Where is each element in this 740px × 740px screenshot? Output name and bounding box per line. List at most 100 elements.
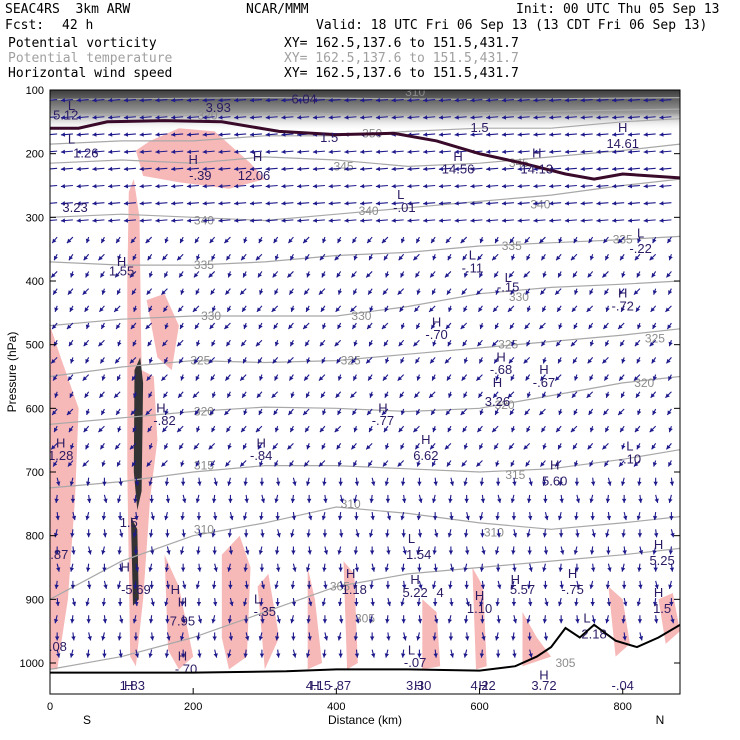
wind-arrowhead: [438, 201, 444, 206]
wind-arrowhead: [401, 498, 407, 503]
pv-extremum-label: L: [637, 225, 644, 240]
wind-arrowhead: [177, 341, 182, 347]
wind-arrowhead: [510, 461, 515, 467]
wind-arrowhead: [495, 462, 500, 467]
wind-arrowhead: [338, 653, 343, 658]
wind-arrowhead: [479, 567, 485, 572]
wind-arrowhead: [496, 619, 501, 624]
wind-arrowhead: [52, 324, 57, 330]
pv-extremum-label: -.70: [175, 661, 197, 676]
wind-arrowhead: [479, 272, 484, 278]
org-label: NCAR/MMM: [246, 2, 309, 17]
wind-arrowhead: [479, 444, 484, 450]
wind-arrowhead: [210, 290, 215, 295]
wind-arrowhead: [195, 290, 200, 295]
wind-arrowhead: [670, 618, 675, 624]
wind-arrowhead: [83, 427, 88, 433]
wind-arrowhead: [318, 290, 324, 295]
wind-arrowhead: [543, 584, 548, 589]
wind-arrowhead: [180, 462, 185, 467]
wind-arrowhead: [225, 290, 230, 295]
wind-arrowhead: [603, 238, 608, 244]
wind-arrowhead: [71, 550, 76, 555]
wind-arrowhead: [164, 272, 169, 278]
wind-arrowhead: [495, 515, 500, 521]
wind-arrowhead: [620, 341, 625, 347]
isentrope-label: 330: [201, 309, 221, 323]
wind-arrowhead: [375, 98, 381, 103]
wind-arrowhead: [511, 550, 516, 555]
wind-arrowhead: [76, 132, 81, 137]
wind-arrowhead: [304, 376, 309, 381]
wind-arrowhead: [171, 149, 176, 154]
wind-arrowhead: [303, 324, 308, 330]
wind-arrowhead: [147, 341, 152, 347]
pv-extremum-label: 5.22: [402, 585, 427, 600]
wind-arrowhead: [659, 149, 664, 154]
wind-arrowhead: [369, 498, 374, 503]
wind-arrowhead: [146, 376, 151, 381]
wind-arrowhead: [512, 618, 518, 624]
wind-arrowhead: [448, 498, 453, 503]
wind-arrowhead: [385, 584, 391, 589]
wind-arrowhead: [353, 427, 358, 433]
wind-arrowhead: [249, 98, 255, 103]
wind-arrowhead: [305, 567, 311, 572]
wind-arrowhead: [495, 290, 500, 295]
wind-arrowhead: [385, 498, 391, 503]
wind-arrowhead: [210, 461, 215, 467]
wind-arrowhead: [382, 462, 388, 467]
wind-arrowhead: [256, 393, 262, 398]
wind-arrowhead: [69, 481, 75, 486]
wind-arrowhead: [291, 636, 296, 641]
wind-arrowhead: [101, 462, 106, 467]
wind-arrowhead: [587, 272, 592, 278]
wind-arrowhead: [229, 601, 234, 607]
pv-extremum-label: H: [421, 432, 430, 447]
wind-arrowhead: [634, 341, 640, 347]
wind-arrowhead: [117, 636, 122, 641]
wind-arrowhead: [256, 307, 262, 312]
wind-arrowhead: [312, 149, 318, 154]
wind-arrowhead: [590, 567, 596, 572]
wind-arrowhead: [573, 238, 578, 244]
wind-vector: [50, 133, 58, 136]
wind-arrowhead: [449, 653, 455, 658]
wind-arrowhead: [383, 427, 388, 433]
wind-arrowhead: [517, 115, 522, 120]
wind-arrowhead: [668, 290, 673, 295]
wind-arrowhead: [620, 567, 626, 572]
pv-extremum-label: H: [253, 149, 262, 164]
wind-arrowhead: [297, 218, 302, 223]
wind-arrowhead: [99, 307, 104, 312]
pv-extremum-label: H: [539, 668, 548, 683]
wind-arrowhead: [464, 584, 469, 589]
pv-extremum-label: 3.93: [206, 100, 231, 115]
pv-region: [658, 593, 680, 644]
wind-arrowhead: [177, 255, 182, 261]
wind-arrowhead: [384, 567, 390, 572]
wind-arrowhead: [413, 341, 418, 347]
wind-arrowhead: [288, 238, 293, 244]
wind-arrowhead: [258, 410, 263, 415]
wind-arrowhead: [292, 567, 297, 572]
wind-arrowhead: [148, 619, 154, 624]
wind-arrowhead: [148, 358, 154, 364]
pv-extremum-label: H: [496, 349, 505, 364]
wind-arrowhead: [291, 550, 296, 555]
pv-extremum-label: L: [626, 439, 633, 454]
wind-arrowhead: [481, 636, 486, 641]
wind-arrowhead: [375, 149, 381, 154]
wind-arrowhead: [328, 201, 333, 206]
wind-arrowhead: [633, 376, 639, 381]
y-tick-label: 600: [26, 403, 44, 415]
wind-arrowhead: [287, 273, 292, 278]
wind-arrowhead: [462, 427, 467, 433]
wind-arrowhead: [637, 533, 643, 538]
wind-arrowhead: [589, 427, 595, 433]
wind-arrowhead: [213, 481, 218, 486]
wind-vector: [50, 167, 58, 170]
isentrope-label: 325: [341, 354, 361, 368]
wind-arrowhead: [653, 619, 659, 624]
